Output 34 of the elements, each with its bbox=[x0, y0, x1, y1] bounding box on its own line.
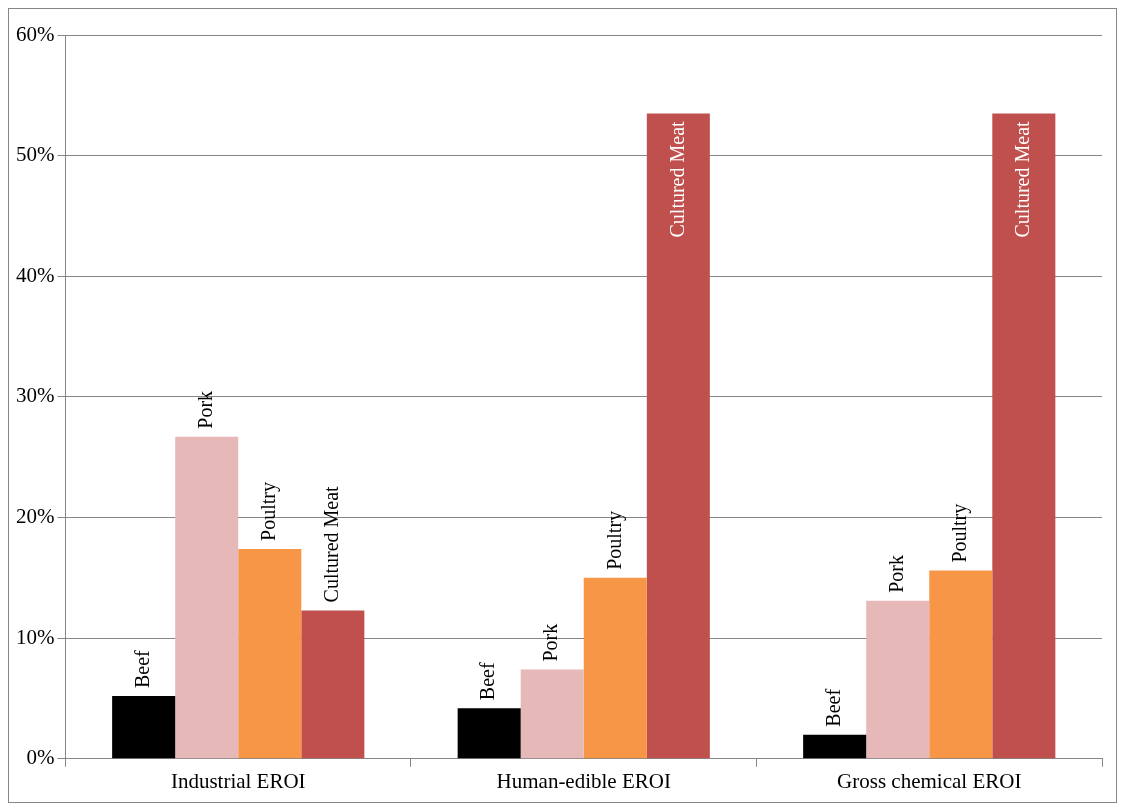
bar bbox=[175, 436, 239, 759]
bar bbox=[646, 113, 710, 759]
y-tick-label: 60% bbox=[15, 21, 55, 46]
bar bbox=[520, 669, 584, 759]
text: Beef bbox=[476, 662, 499, 701]
x-tick-label: Human-edible EROI bbox=[496, 768, 671, 793]
text: Cultured Meat bbox=[665, 121, 688, 238]
text: Pork bbox=[539, 623, 562, 662]
bar bbox=[112, 696, 176, 759]
text: Beef bbox=[821, 688, 844, 727]
text: Cultured Meat bbox=[1011, 121, 1034, 238]
text: Poultry bbox=[602, 510, 625, 570]
y-tick-label: 20% bbox=[15, 504, 55, 529]
text: Cultured Meat bbox=[320, 485, 343, 603]
bar bbox=[583, 577, 647, 759]
x-tick-label: Gross chemical EROI bbox=[837, 768, 1022, 793]
bar bbox=[992, 113, 1056, 759]
text: Poultry bbox=[257, 481, 281, 541]
bar bbox=[457, 708, 521, 759]
text: Poultry bbox=[948, 503, 971, 563]
y-tick-label: 30% bbox=[15, 383, 55, 408]
x-tick-label: Industrial EROI bbox=[170, 768, 306, 793]
y-tick-label: 50% bbox=[15, 142, 55, 167]
y-tick-label: 40% bbox=[15, 262, 55, 287]
bar bbox=[238, 548, 302, 759]
bar bbox=[929, 570, 993, 759]
y-tick-label: 0% bbox=[26, 745, 55, 770]
bar bbox=[301, 610, 365, 759]
text: Beef bbox=[130, 649, 153, 689]
y-tick-label: 10% bbox=[15, 624, 55, 649]
text: Pork bbox=[884, 554, 907, 593]
text: Pork bbox=[193, 390, 216, 429]
bar bbox=[866, 600, 930, 759]
bar bbox=[803, 734, 867, 759]
